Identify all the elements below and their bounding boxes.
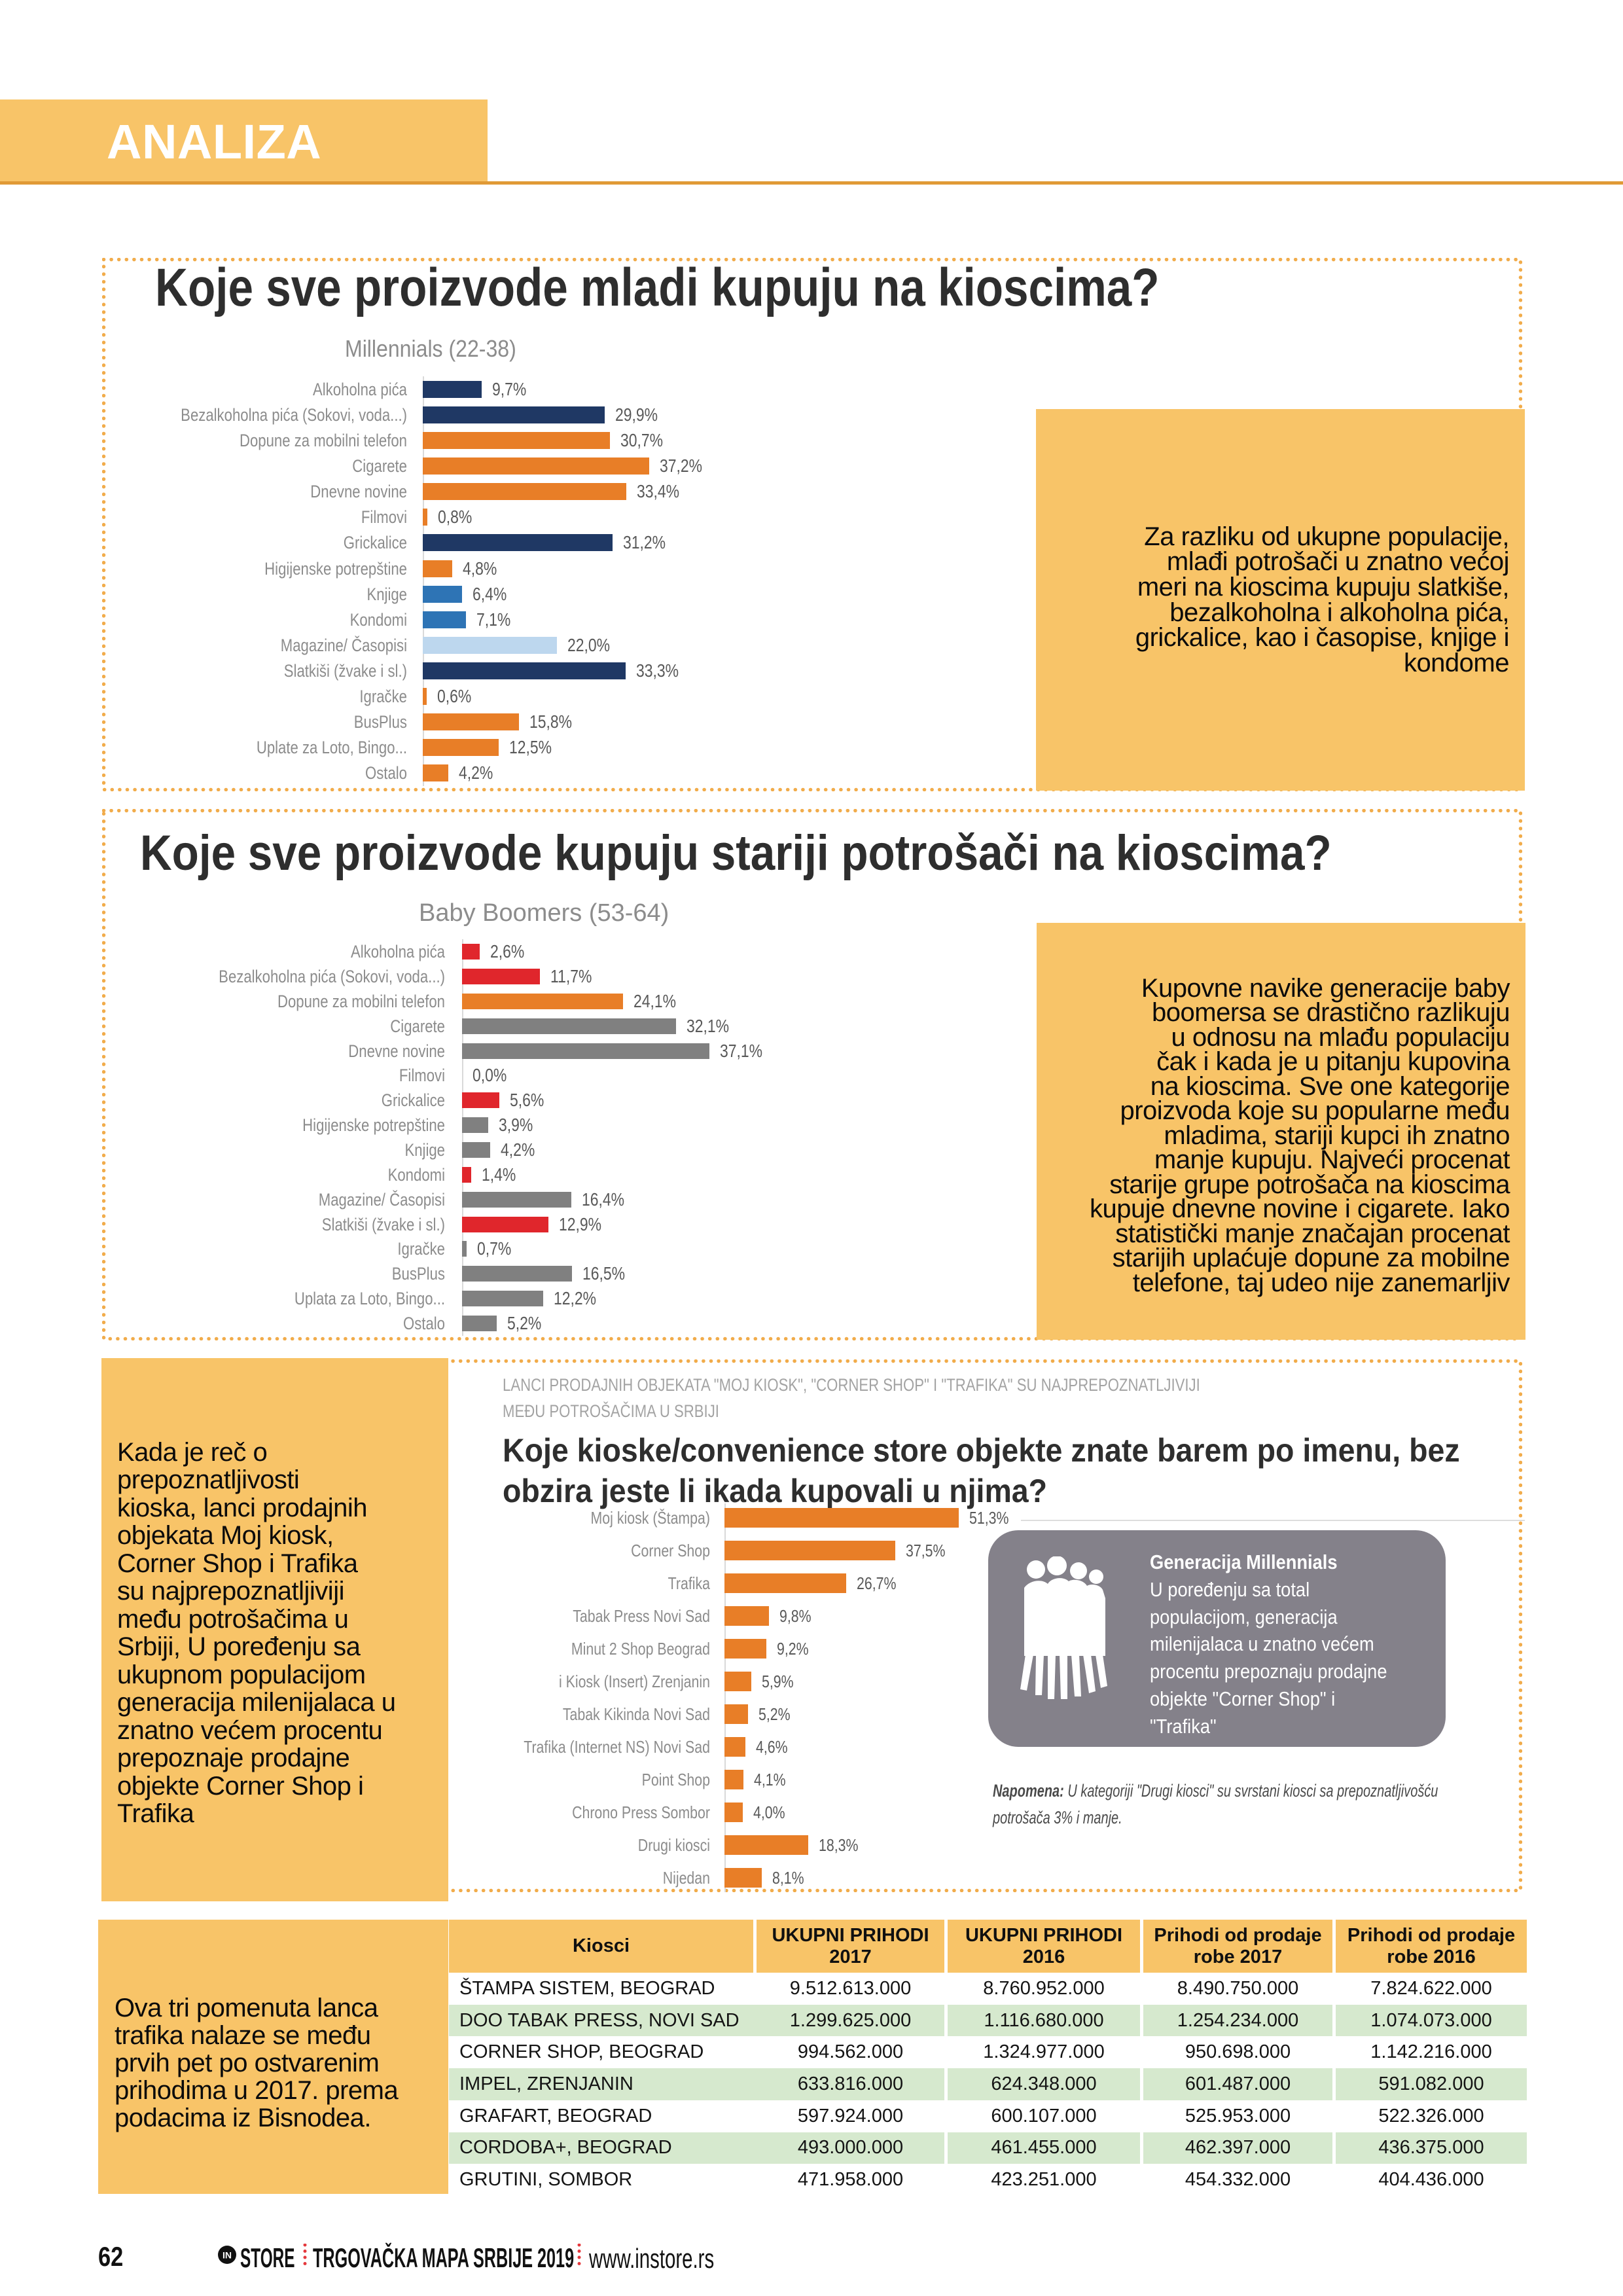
svg-text:IN: IN: [223, 2250, 232, 2261]
